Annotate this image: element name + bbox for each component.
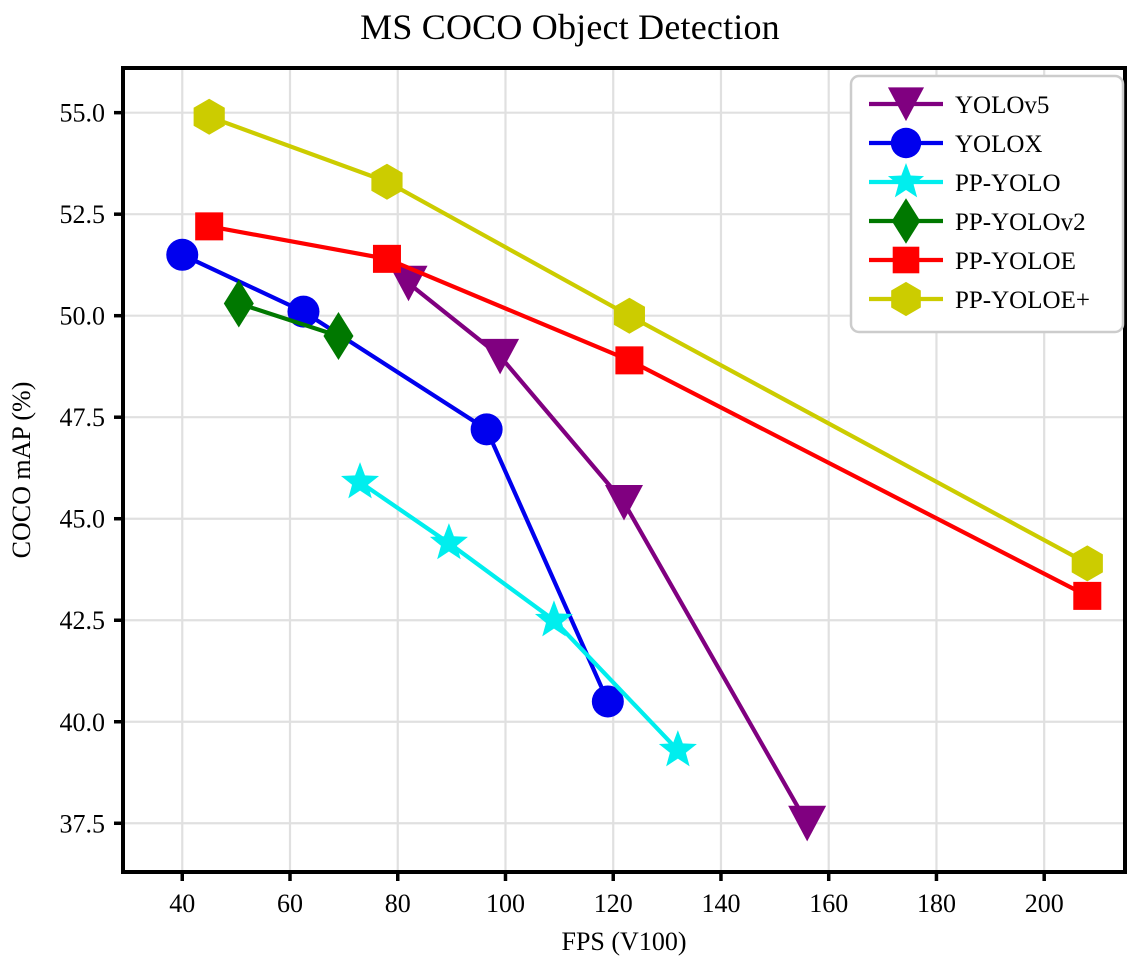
x-tick-label: 60 [277,889,303,918]
data-point [615,346,644,375]
legend-marker [891,281,921,317]
x-tick-label: 180 [917,889,956,918]
data-point [372,244,401,273]
y-tick-label: 42.5 [60,606,106,635]
legend-label: PP-YOLO [955,170,1061,197]
x-tick-label: 100 [486,889,525,918]
legend-marker [890,127,922,159]
tick-labels-layer: 40 60 80 100 120 140 160 180 200 37.5 40.0 42.5 45.0… [60,99,1064,918]
legend-marker [887,87,925,122]
axis-layer [114,66,1127,881]
legend-label: PP-YOLOE [955,248,1076,275]
x-tick-label: 160 [809,889,848,918]
legend-label: PP-YOLOv2 [955,209,1086,236]
data-point [341,462,380,499]
y-axis-title: COCO mAP (%) [7,382,36,559]
x-axis-title: FPS (V100) [562,927,687,956]
series-pp-yolov2 [223,279,354,360]
y-tick-label: 52.5 [60,200,106,229]
y-tick-label: 47.5 [60,403,106,432]
data-point [323,312,354,360]
axis-titles-layer: FPS (V100) COCO mAP (%) [7,382,686,956]
legend-marker [887,163,925,198]
data-point [193,98,225,135]
data-point [223,279,254,328]
data-point [429,523,468,560]
series-yolox [166,238,624,718]
y-tick-label: 45.0 [60,505,106,534]
legend[interactable]: YOLOv5 YOLOX PP-YOLO PP-YOLOv2 PP-YOLOE PP-YO… [849,74,1125,334]
series-pp-yolo [341,462,697,767]
chart-title: MS COCO Object Detection [360,7,780,47]
data-point [1071,545,1103,582]
y-tick-label: 50.0 [60,302,106,331]
legend-marker [891,198,921,244]
data-series-layer [166,98,1103,842]
data-point [166,238,199,271]
data-point [195,212,224,241]
data-point [470,413,503,446]
legend-label: YOLOX [955,131,1043,158]
series-pp-yoloe [195,212,1102,610]
data-point [481,338,520,375]
legend-item-yolox[interactable]: YOLOX [869,127,1043,159]
y-tick-label: 37.5 [60,809,106,838]
data-point [613,297,645,334]
series-pp-yoloe- [193,98,1103,582]
data-point [389,265,428,302]
data-point [371,163,403,200]
y-tick-label: 40.0 [60,708,106,737]
data-point [591,685,624,718]
legend-item-pp-yoloe-[interactable]: PP-YOLOE+ [869,281,1090,317]
x-tick-label: 80 [385,889,411,918]
legend-label: YOLOv5 [955,92,1049,119]
legend-item-pp-yoloe[interactable]: PP-YOLOE [869,246,1076,275]
data-point [658,730,697,767]
data-point [605,485,643,521]
x-tick-label: 120 [594,889,633,918]
legend-item-pp-yolo[interactable]: PP-YOLO [869,163,1061,198]
x-tick-label: 200 [1025,889,1064,918]
data-point [788,805,827,842]
x-tick-label: 140 [701,889,740,918]
legend-label: PP-YOLOE+ [955,287,1090,314]
series-yolov5 [389,265,827,842]
legend-item-yolov5[interactable]: YOLOv5 [869,87,1049,122]
legend-item-pp-yolov2[interactable]: PP-YOLOv2 [869,198,1086,244]
data-point [287,295,320,328]
legend-marker [892,246,920,274]
data-point [1073,581,1102,610]
y-tick-label: 55.0 [60,99,106,128]
x-tick-label: 40 [169,889,195,918]
data-point [534,600,573,637]
